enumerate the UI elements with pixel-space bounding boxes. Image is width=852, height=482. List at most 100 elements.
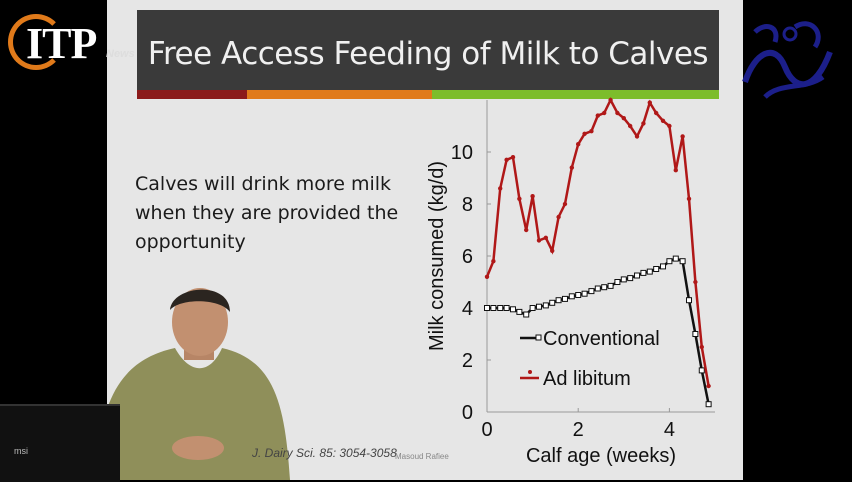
adlib-point [660, 118, 666, 123]
conventional-point [607, 282, 614, 289]
conventional-point [698, 367, 705, 374]
adlib-point [491, 259, 496, 264]
conventional-point [529, 305, 536, 311]
slide-title: Free Access Feeding of Milk to Calves [147, 36, 709, 72]
adlib-point [627, 123, 633, 129]
conventional-point [516, 308, 523, 315]
itp-news-logo: ITP News [8, 14, 148, 74]
slide-bullet-text: Calves will drink more milk when they ar… [135, 173, 399, 253]
adlib-point [556, 214, 561, 220]
conventional-point [679, 258, 686, 265]
title-stripe-orange [247, 90, 432, 99]
x-axis-label: Calf age (weeks) [526, 445, 676, 467]
y-tick-label: 8 [462, 194, 473, 216]
conventional-point [575, 292, 582, 298]
conventional-point [523, 311, 530, 318]
conventional-point [555, 297, 562, 304]
legend-marker-adlib [528, 370, 532, 374]
conventional-point [620, 276, 627, 283]
adlib-point [517, 196, 522, 201]
conventional-point [614, 279, 621, 285]
conventional-point [660, 263, 667, 270]
conventional-point [535, 303, 542, 310]
adlib-point [615, 110, 620, 116]
adlib-point [582, 131, 587, 136]
conventional-point [686, 297, 693, 304]
conventional-point [640, 269, 647, 276]
adlib-point [693, 279, 698, 285]
x-tick-label: 4 [664, 419, 675, 441]
legend-label: Ad libitum [543, 368, 631, 390]
adlib-point [686, 196, 692, 201]
conventional-point [588, 288, 595, 295]
adlib-point [647, 100, 652, 105]
x-tick-label: 2 [573, 419, 584, 441]
adlib-point [530, 194, 535, 199]
conventional-point [490, 305, 497, 311]
y-tick-label: 0 [462, 402, 473, 424]
adlib-point [595, 113, 601, 118]
conventional-point [497, 305, 504, 311]
adlib-point [608, 97, 613, 103]
adlib-point [653, 110, 659, 116]
conventional-point [653, 266, 660, 272]
adlib-point [536, 238, 542, 243]
conventional-point [542, 302, 549, 309]
logo-itp-text: ITP [26, 19, 97, 68]
adlib-point [673, 168, 678, 173]
y-axis-label: Milk consumed (kg/d) [426, 161, 448, 351]
adlib-point [498, 186, 503, 191]
y-tick-label: 10 [451, 142, 473, 164]
adlib-point [550, 248, 555, 253]
adlib-point [569, 165, 575, 170]
adlib-point [504, 157, 509, 162]
conventional-point [634, 272, 641, 279]
conventional-point [672, 255, 679, 262]
title-stripe-red [137, 90, 247, 99]
milk-consumption-chart: 0 2 4 6 8 10 0 2 4 Calf age (weeks) Milk consumed … [426, 97, 715, 467]
conventional-point [594, 285, 601, 292]
adlib-point [524, 227, 529, 233]
adlib-point [576, 142, 581, 147]
conventional-point [692, 331, 699, 337]
adlib-point [667, 123, 672, 129]
y-tick-label: 2 [462, 350, 473, 372]
adlib-point [589, 129, 594, 134]
adlib-point [601, 110, 607, 116]
y-tick-label: 4 [462, 298, 473, 320]
x-tick-label: 0 [481, 419, 492, 441]
adlib-point [621, 116, 626, 121]
conventional-point [705, 401, 712, 408]
adlib-point [699, 344, 704, 350]
calligraphy-seal-icon [742, 21, 833, 99]
logo-ring-icon [8, 14, 64, 70]
presenter-figure [95, 288, 290, 480]
adlib-point [484, 274, 490, 279]
conventional-point [503, 305, 510, 311]
legend-label: Conventional [543, 328, 660, 350]
laptop: msi [0, 404, 120, 482]
adlib-point [706, 383, 711, 389]
laptop-brand-text: msi [14, 446, 28, 456]
watermark-text: Masoud Rafiee [395, 452, 449, 461]
conventional-point [561, 295, 568, 302]
title-stripe-green [432, 90, 719, 99]
conventional-point [509, 306, 516, 313]
adlib-point [680, 134, 685, 139]
y-tick-label: 6 [462, 246, 473, 268]
conventional-point [484, 305, 490, 311]
adlib-point [543, 235, 549, 240]
adlib-point [634, 134, 640, 139]
conventional-point [549, 299, 556, 306]
conventional-point [627, 275, 634, 282]
adlib-point [562, 201, 568, 207]
conventional-point [666, 258, 673, 265]
slide-title-bar: Free Access Feeding of Milk to Calves [137, 10, 719, 90]
legend-marker-conventional [535, 334, 542, 341]
conventional-point [581, 290, 588, 297]
conventional-point [601, 284, 608, 291]
conventional-point [568, 293, 575, 300]
adlib-point [641, 121, 646, 126]
conventional-point [646, 268, 653, 275]
slide-citation: J. Dairy Sci. 85: 3054-3058 [252, 446, 397, 460]
